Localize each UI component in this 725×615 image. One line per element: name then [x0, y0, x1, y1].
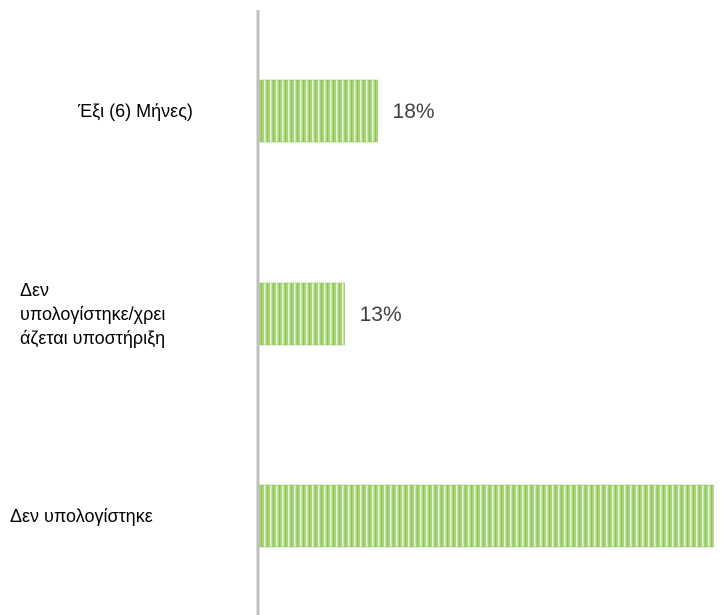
bar-2 — [258, 282, 345, 346]
category-label-line: Έξι (6) Μήνες) — [77, 101, 193, 121]
category-label-2: Δεν υπολογίστηκε/χρει άζεται υποστήριξη — [20, 280, 165, 348]
category-label-3: Δεν υπολογίστηκε — [10, 506, 153, 526]
category-label-line: Δεν — [20, 280, 49, 300]
category-label-line: υπολογίστηκε/χρει — [20, 304, 165, 324]
category-label-1: Έξι (6) Μήνες) — [77, 101, 193, 121]
bar-1 — [258, 79, 378, 143]
bars-group — [258, 79, 714, 548]
labels-group: 18% Έξι (6) Μήνες) 13% Δεν υπολογίστηκε/χρει… — [10, 100, 435, 526]
data-label-1: 18% — [393, 100, 435, 123]
category-label-line: Δεν υπολογίστηκε — [10, 506, 153, 526]
bar-3 — [258, 484, 714, 548]
data-label-2: 13% — [360, 303, 402, 326]
category-label-line: άζεται υποστήριξη — [20, 328, 165, 348]
